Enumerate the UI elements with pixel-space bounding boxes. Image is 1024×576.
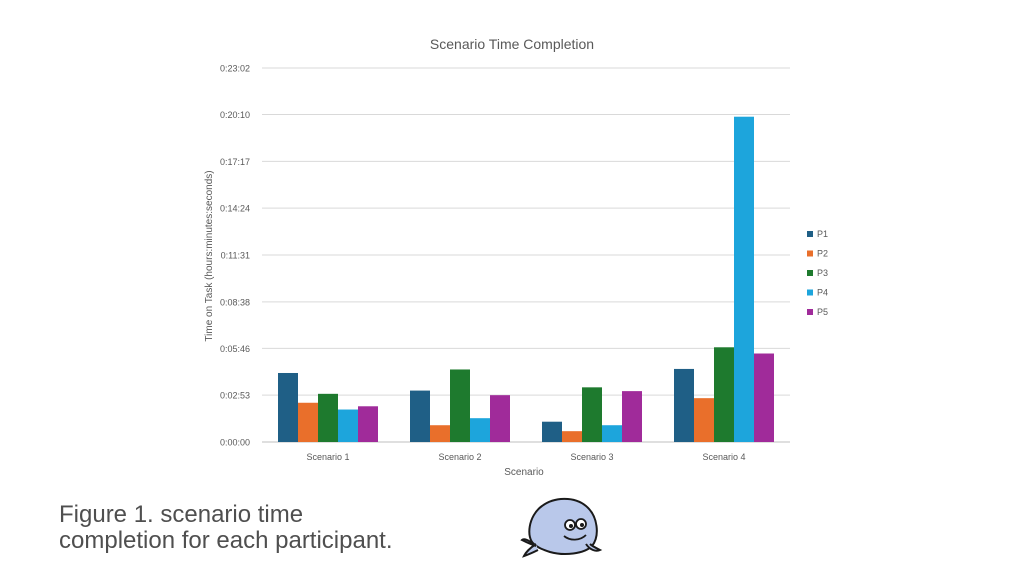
legend-swatch-p3 — [807, 270, 813, 276]
legend-swatch-p5 — [807, 309, 813, 315]
legend-label-p2: P2 — [817, 249, 828, 259]
bar-p4-scenario-4 — [734, 116, 754, 443]
bar-p3-scenario-2 — [450, 369, 470, 442]
bar-p4-scenario-1 — [338, 409, 358, 442]
bar-p2-scenario-1 — [298, 402, 318, 442]
bar-p5-scenario-4 — [754, 353, 774, 442]
bar-p1-scenario-3 — [542, 421, 562, 442]
x-tick-label: Scenario 2 — [438, 452, 481, 462]
legend-label-p4: P4 — [817, 288, 828, 298]
y-tick-label: 0:20:10 — [220, 110, 250, 120]
legend: P1 P2 P3 P4 P5 — [807, 229, 828, 317]
bar-p2-scenario-4 — [694, 398, 714, 442]
y-tick-label: 0:02:53 — [220, 391, 250, 401]
caption-line-2: completion for each participant. — [59, 527, 393, 554]
bar-p5-scenario-3 — [622, 391, 642, 442]
x-tick-label: Scenario 3 — [570, 452, 613, 462]
y-tick-label: 0:11:31 — [221, 251, 250, 261]
legend-label-p5: P5 — [817, 307, 828, 317]
bar-p1-scenario-2 — [410, 390, 430, 442]
caption-line-1: Figure 1. scenario time — [59, 501, 304, 528]
bars — [278, 116, 774, 443]
legend-label-p1: P1 — [817, 229, 828, 239]
legend-label-p3: P3 — [817, 268, 828, 278]
gridlines — [262, 67, 790, 443]
bar-p2-scenario-2 — [430, 425, 450, 442]
y-tick-label: 0:23:02 — [220, 64, 250, 74]
y-axis-ticks: 0:00:00 0:02:53 0:05:46 0:08:38 0:11:31 0:14:… — [220, 64, 250, 448]
legend-swatch-p2 — [807, 250, 813, 257]
x-axis-label: Scenario — [504, 467, 544, 478]
y-tick-label: 0:05:46 — [220, 344, 250, 354]
bar-p4-scenario-2 — [470, 418, 490, 442]
y-tick-label: 0:08:38 — [220, 297, 250, 307]
bar-p3-scenario-1 — [318, 393, 338, 442]
figure-caption: Figure 1. scenario time completion for e… — [59, 502, 393, 554]
chart-title: Scenario Time Completion — [430, 36, 594, 52]
bar-p3-scenario-4 — [714, 347, 734, 442]
bar-p1-scenario-1 — [278, 372, 298, 442]
x-tick-label: Scenario 4 — [702, 452, 745, 462]
y-tick-label: 0:00:00 — [220, 438, 250, 448]
bar-p5-scenario-2 — [490, 395, 510, 442]
x-tick-label: Scenario 1 — [306, 452, 349, 462]
y-axis-label: Time on Task (hours:minutes:seconds) — [204, 170, 215, 341]
legend-swatch-p1 — [807, 231, 813, 237]
bar-p2-scenario-3 — [562, 431, 582, 442]
y-tick-label: 0:14:24 — [220, 204, 250, 214]
x-axis-ticks: Scenario 1 Scenario 2 Scenario 3 Scenario 4 — [306, 452, 745, 462]
bar-p5-scenario-1 — [358, 406, 378, 442]
y-tick-label: 0:17:17 — [220, 157, 250, 167]
bar-p4-scenario-3 — [602, 425, 622, 442]
bar-p3-scenario-3 — [582, 387, 602, 442]
whale-mascot-icon — [520, 497, 603, 558]
bar-p1-scenario-4 — [674, 368, 694, 442]
legend-swatch-p4 — [807, 289, 813, 296]
